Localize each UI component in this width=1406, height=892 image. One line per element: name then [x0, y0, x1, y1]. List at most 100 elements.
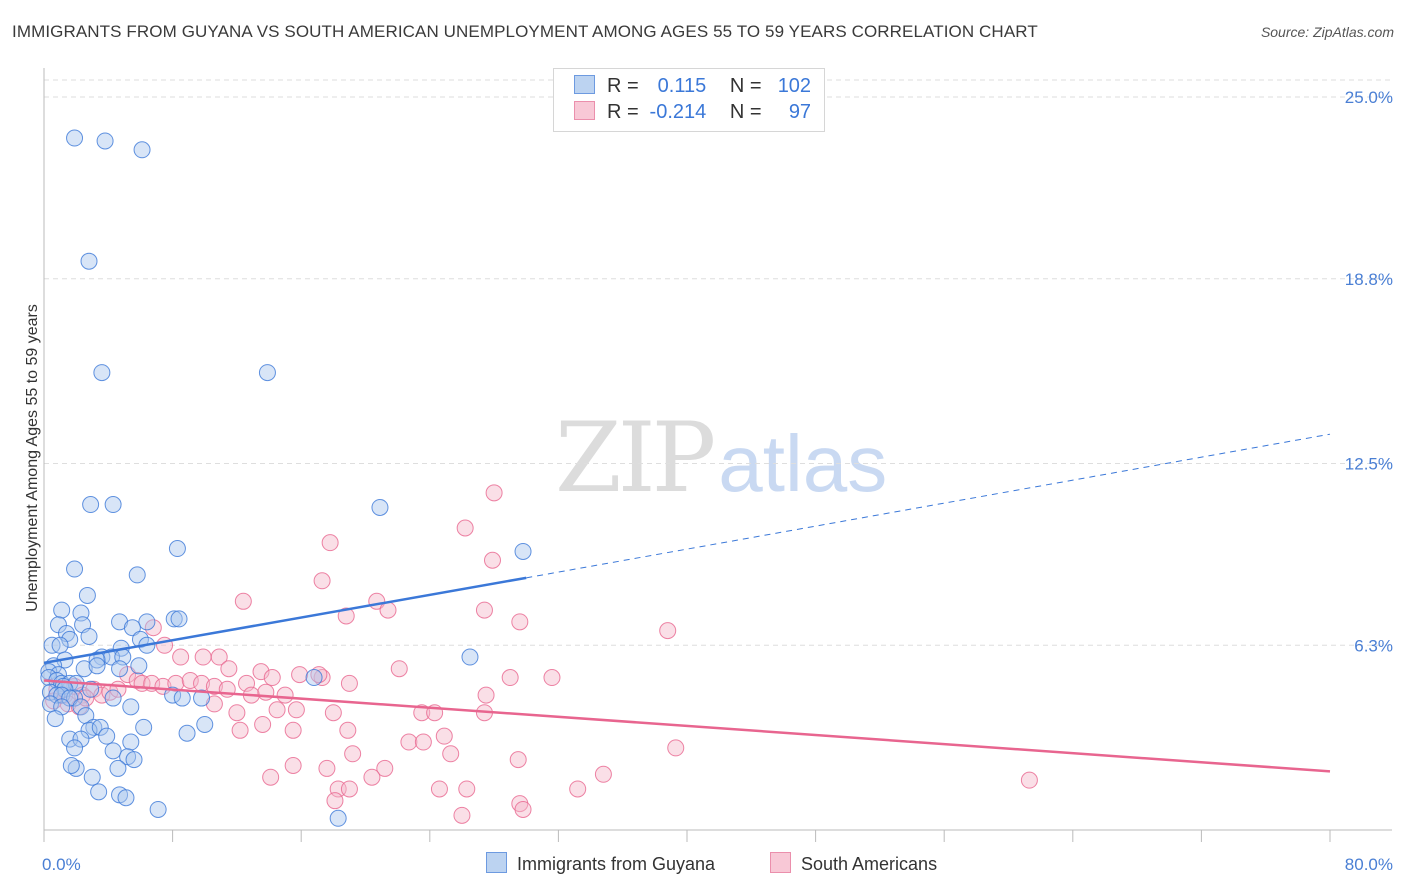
guyana-point	[93, 364, 111, 382]
legend-label-south-americans: South Americans	[801, 854, 938, 874]
guyana-point	[173, 689, 191, 707]
guyana-point	[168, 540, 186, 558]
south-americans-point	[220, 660, 238, 678]
south-americans-point	[291, 666, 309, 684]
y-tick-label: 18.8%	[1345, 270, 1393, 289]
south-americans-point	[414, 733, 432, 751]
south-americans-point	[228, 704, 246, 722]
guyana-point	[165, 610, 183, 628]
guyana-point	[75, 660, 93, 678]
legend-r-value: 0.115	[657, 75, 707, 97]
guyana-point	[258, 364, 276, 382]
south-americans-point	[194, 648, 212, 666]
legend-r-label: R =	[607, 75, 639, 97]
guyana-point	[80, 252, 98, 270]
south-americans-point	[313, 572, 331, 590]
south-americans-point	[667, 739, 685, 757]
south-americans-trend-line	[43, 679, 1331, 773]
south-americans-point	[268, 701, 286, 719]
guyana-point	[128, 566, 146, 584]
south-americans-point	[413, 704, 431, 722]
legend-label-guyana: Immigrants from Guyana	[517, 854, 716, 874]
south-americans-point	[128, 671, 146, 689]
guyana-point	[80, 627, 98, 645]
axes	[43, 68, 1392, 842]
guyana-trend-line	[43, 576, 527, 665]
x-tick-label: 0.0%	[42, 855, 81, 874]
guyana-point	[170, 610, 188, 628]
south-americans-point	[543, 669, 561, 687]
legend-swatch-pink	[574, 101, 595, 120]
guyana-point	[46, 710, 64, 728]
guyana-point	[130, 657, 148, 675]
guyana-point	[125, 751, 143, 769]
guyana-point	[83, 768, 101, 786]
guyana-point	[329, 809, 347, 827]
legend-item-south-americans: South Americans	[770, 852, 937, 875]
guyana-point	[133, 141, 151, 159]
watermark: ZIPatlas	[555, 402, 887, 514]
south-americans-point	[569, 780, 587, 798]
guyana-point	[61, 630, 79, 648]
south-americans-point	[144, 619, 162, 637]
guyana-point	[66, 560, 84, 578]
guyana-point	[305, 669, 323, 687]
legend-item-guyana: Immigrants from Guyana	[486, 852, 715, 875]
legend-r-label: R =	[607, 101, 639, 123]
south-americans-point	[284, 756, 302, 774]
south-americans-point	[483, 551, 501, 569]
guyana-trend-extension	[526, 433, 1331, 579]
legend-n-value: 97	[788, 101, 812, 123]
guyana-point	[196, 715, 214, 733]
south-americans-point	[263, 669, 281, 687]
guyana-point	[111, 660, 129, 678]
legend-row-south-americans: R = -0.214 N = 97	[574, 101, 811, 127]
south-americans-point	[339, 721, 357, 739]
guyana-point	[62, 756, 80, 774]
south-americans-point	[511, 613, 529, 631]
south-americans-point	[326, 792, 344, 810]
guyana-point	[91, 718, 109, 736]
south-americans-point	[254, 715, 272, 733]
south-americans-point	[234, 592, 252, 610]
guyana-point	[67, 759, 85, 777]
guyana-point	[371, 498, 389, 516]
south-americans-point	[458, 780, 476, 798]
south-americans-point	[318, 759, 336, 777]
guyana-point	[66, 129, 84, 147]
correlation-legend: R = 0.115 N = 102 R = -0.214 N = 97	[553, 68, 825, 132]
series-legend: Immigrants from Guyana South Americans	[0, 852, 1406, 878]
legend-swatch-blue	[486, 852, 507, 873]
guyana-point	[138, 613, 156, 631]
guyana-point	[51, 636, 69, 654]
y-axis-title: Unemployment Among Ages 55 to 59 years	[24, 304, 41, 612]
south-americans-point	[456, 519, 474, 537]
guyana-point	[82, 496, 100, 514]
guyana-points	[40, 129, 532, 827]
guyana-point	[122, 698, 140, 716]
chart-title: IMMIGRANTS FROM GUYANA VS SOUTH AMERICAN…	[12, 22, 1038, 41]
south-americans-point	[284, 721, 302, 739]
y-tick-label: 25.0%	[1345, 88, 1393, 107]
south-americans-point	[287, 701, 305, 719]
legend-swatch-pink	[770, 852, 791, 873]
guyana-point	[122, 733, 140, 751]
south-americans-point	[390, 660, 408, 678]
guyana-point	[90, 783, 108, 801]
legend-r-value: -0.214	[649, 101, 707, 123]
south-americans-point	[514, 800, 532, 818]
legend-n-label: N =	[729, 101, 762, 123]
south-americans-point	[594, 765, 612, 783]
guyana-point	[104, 689, 122, 707]
watermark-zip: ZIP	[555, 402, 716, 514]
south-americans-point	[344, 745, 362, 763]
south-americans-point	[252, 663, 270, 681]
south-americans-point	[276, 686, 294, 704]
south-americans-point	[181, 671, 199, 689]
south-americans-point	[475, 601, 493, 619]
guyana-point	[53, 601, 71, 619]
guyana-point	[72, 698, 90, 716]
guyana-point	[66, 689, 84, 707]
south-americans-point	[1020, 771, 1038, 789]
